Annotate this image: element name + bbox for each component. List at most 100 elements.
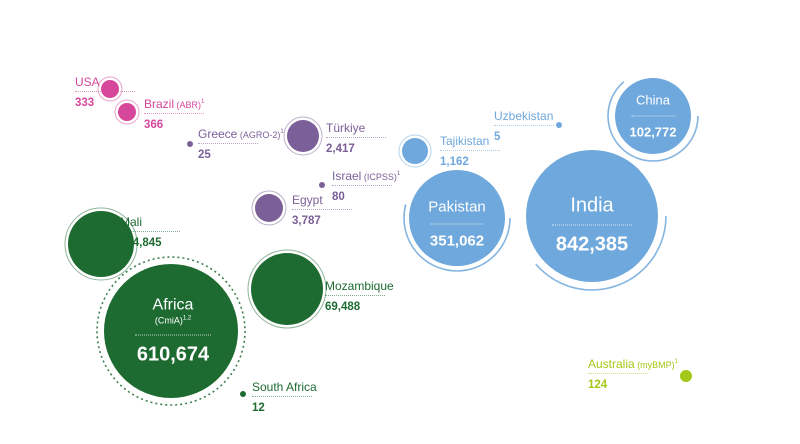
country-label-brazil: Brazil [144,97,175,111]
qualifier-label-israel: (ICPSS) [361,172,397,182]
label-brazil: Brazil (ABR)1 366 [144,98,204,132]
bubble-halo-mali [64,207,138,281]
qualifier-label-greece: (AGRO-2) [237,130,281,140]
country-label-africa: Africa [152,296,194,314]
value-label-usa: 333 [75,97,95,109]
bubble-caption-china: China 102,772 [630,94,677,139]
label-usa: USA 333 [75,76,135,110]
bubble-ring-africa [96,256,246,406]
bubble-halo-usa [97,76,123,102]
value-label-egypt: 3,787 [292,215,321,227]
country-label-australia: Australia [588,357,635,371]
bubble-usa [101,80,119,98]
country-label-south-africa: South Africa [252,380,317,394]
value-label-tajikistan: 1,162 [440,156,469,168]
dotted-divider [588,373,648,374]
value-label-brazil: 366 [144,119,164,131]
bubble-caption-india: India 842,385 [552,196,632,255]
dotted-divider [326,137,386,138]
bubble-t-rkiye [287,120,319,152]
label-egypt: Egypt 3,787 [292,194,352,228]
label-uzbekistan: Uzbekistan 5 [494,110,554,144]
dotted-divider [430,223,483,225]
value-label-mozambique: 69,488 [325,301,361,313]
value-label-t-rkiye: 2,417 [326,143,355,155]
country-label-pakistan: Pakistan [428,198,486,216]
bubble-mali [68,211,134,277]
dotted-divider [440,150,500,151]
bubble-mozambique [251,253,323,325]
dotted-divider [494,125,554,126]
value-label-india: 842,385 [555,233,629,256]
footnote-brazil: 1 [201,99,205,105]
country-label-mozambique: Mozambique [325,279,394,293]
bubble-ring-pakistan [403,164,511,272]
country-label-tajikistan: Tajikistan [440,134,490,148]
footnote-israel: 1 [396,171,401,177]
label-south-africa: South Africa 12 [252,381,317,415]
bubble-egypt [255,194,283,222]
bubble-israel [319,182,325,188]
country-label-usa: USA [75,75,100,89]
value-label-australia: 124 [588,379,608,391]
value-label-uzbekistan: 5 [494,131,501,143]
bubble-australia [680,370,692,382]
bubble-halo-brazil [114,99,140,125]
dotted-divider [292,209,352,210]
qualifier-label-australia: (myBMP) [634,360,675,370]
country-label-india: India [570,194,614,217]
country-label-china: China [636,92,670,108]
label-tajikistan: Tajikistan 1,162 [440,135,500,169]
value-label-africa: 610,674 [136,343,210,366]
country-label-egypt: Egypt [292,193,323,207]
value-label-mali: 144,845 [120,237,162,249]
country-label-uzbekistan: Uzbekistan [494,109,554,123]
bubble-ring-china [607,70,699,162]
label-t-rkiye: Türkiye 2,417 [326,122,386,156]
bubble-south-africa [240,391,246,397]
bubble-halo-mozambique [247,249,327,329]
bubble-ring-india [517,141,667,291]
dotted-divider [75,91,135,92]
value-label-pakistan: 351,062 [429,232,485,250]
dotted-divider [144,113,204,114]
bubble-tajikistan [402,138,428,164]
qualifier-label-brazil: (ABR) [174,100,202,110]
dotted-divider [325,295,385,296]
dotted-divider [252,396,312,397]
bubble-brazil [118,103,136,121]
bubble-halo-t-rkiye [283,116,323,156]
country-label-mali: Mali [120,215,143,229]
footnote-greece: 1 [280,129,284,135]
bubble-india [526,150,658,282]
bubble-africa [104,264,238,398]
dotted-divider [198,143,258,144]
label-israel: Israel (ICPSS)1 80 [332,170,400,204]
value-label-china: 102,772 [629,124,677,140]
bubble-uzbekistan [556,122,562,128]
label-mali: Mali 144,845 [120,216,180,250]
dotted-divider [552,224,632,226]
bubble-halo-egypt [251,190,287,226]
value-label-south-africa: 12 [252,402,265,414]
qualifier-label-africa: (CmiA)1,2 [154,315,192,326]
bubble-caption-pakistan: Pakistan 351,062 [428,200,486,249]
dotted-divider [120,231,180,232]
bubble-pakistan [409,170,505,266]
footnote-africa: 1,2 [182,315,192,322]
dotted-divider [135,334,211,336]
dotted-divider [332,185,392,186]
label-greece: Greece (AGRO-2)1 25 [198,128,284,162]
bubble-caption-africa: Africa (CmiA)1,2 610,674 [135,296,211,366]
label-mozambique: Mozambique 69,488 [325,280,394,314]
value-label-israel: 80 [332,191,345,203]
country-label-t-rkiye: Türkiye [326,121,366,135]
label-australia: Australia (myBMP)1 124 [588,358,678,392]
country-label-israel: Israel [332,169,362,183]
bubble-greece [187,141,193,147]
footnote-australia: 1 [674,359,679,365]
country-label-greece: Greece [198,127,238,141]
value-label-greece: 25 [198,149,211,161]
bubble-halo-tajikistan [398,134,432,168]
